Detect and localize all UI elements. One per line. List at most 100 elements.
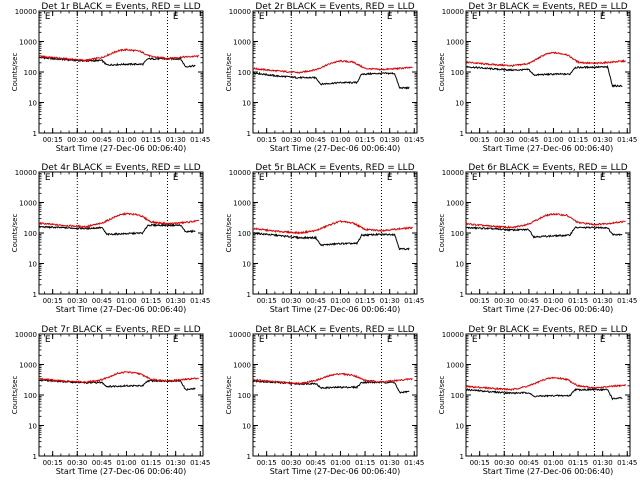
y-tick-label: 1000 bbox=[233, 39, 251, 47]
y-tick-label: 10 bbox=[242, 100, 251, 108]
det-3r-events-series bbox=[465, 64, 623, 88]
panel-title: Det 2r BLACK = Events, RED = LLD bbox=[255, 2, 414, 12]
x-tick-label: 01:30 bbox=[380, 459, 400, 467]
y-tick-label: 1000 bbox=[19, 200, 37, 208]
det-7r-panel: Det 7r BLACK = Events, RED = LLD 1 10 100 10… bbox=[11, 325, 210, 476]
x-axis-label: Start Time (27-Dec-06 00:06:40) bbox=[483, 467, 614, 476]
y-tick-label: 10000 bbox=[15, 8, 37, 16]
x-tick-label: 00:15 bbox=[43, 297, 63, 305]
x-tick-label: 00:30 bbox=[67, 459, 87, 467]
y-tick-label: 1 bbox=[460, 130, 464, 138]
x-tick-label: 01:30 bbox=[166, 136, 186, 144]
panel-title: Det 9r BLACK = Events, RED = LLD bbox=[468, 325, 627, 335]
plot-frame bbox=[38, 10, 204, 134]
x-tick-label: 01:45 bbox=[404, 297, 424, 305]
y-tick-label: 1 bbox=[460, 453, 464, 461]
y-tick-label: 100 bbox=[451, 392, 464, 400]
det-8r-panel: Det 8r BLACK = Events, RED = LLD 1 10 100 10… bbox=[225, 325, 424, 476]
det-5r-events-series bbox=[253, 231, 410, 251]
x-tick-label: 01:00 bbox=[543, 136, 563, 144]
y-axis-label: Counts/sec bbox=[225, 214, 233, 253]
x-tick-label: 01:15 bbox=[568, 459, 588, 467]
x-tick-label: 00:30 bbox=[494, 136, 514, 144]
x-tick-label: 00:45 bbox=[306, 459, 326, 467]
x-tick-label: 00:15 bbox=[43, 459, 63, 467]
x-tick-label: 01:15 bbox=[355, 297, 375, 305]
det-3r-lld-series bbox=[465, 51, 626, 68]
x-tick-label: 00:45 bbox=[519, 136, 539, 144]
y-tick-label: 100 bbox=[24, 69, 37, 77]
x-tick-label: 00:45 bbox=[92, 297, 112, 305]
x-axis-label: Start Time (27-Dec-06 00:06:40) bbox=[56, 467, 187, 476]
annotation-label: E bbox=[472, 12, 478, 22]
det-4r-panel: Det 4r BLACK = Events, RED = LLD 1 10 100 10… bbox=[11, 163, 210, 314]
y-tick-label: 10 bbox=[28, 261, 37, 269]
det-4r-lld-series bbox=[38, 212, 200, 229]
y-axis-label: Counts/sec bbox=[438, 214, 446, 253]
x-tick-label: 01:00 bbox=[330, 297, 350, 305]
x-tick-label: 01:15 bbox=[141, 459, 161, 467]
y-tick-label: 10 bbox=[28, 100, 37, 108]
plot-frame bbox=[465, 10, 631, 134]
x-tick-label: 00:30 bbox=[67, 136, 87, 144]
y-tick-label: 10000 bbox=[442, 8, 464, 16]
panel-title: Det 6r BLACK = Events, RED = LLD bbox=[468, 163, 627, 173]
det-7r-lld-series bbox=[38, 371, 199, 384]
y-tick-label: 10 bbox=[242, 261, 251, 269]
x-tick-label: 00:30 bbox=[281, 459, 301, 467]
y-tick-label: 10 bbox=[242, 423, 251, 431]
x-tick-label: 01:15 bbox=[141, 297, 161, 305]
x-tick-label: 00:30 bbox=[281, 136, 301, 144]
x-tick-label: 00:15 bbox=[470, 136, 490, 144]
x-tick-label: 01:30 bbox=[380, 297, 400, 305]
annotation-label: E bbox=[387, 12, 393, 22]
det-5r-panel: Det 5r BLACK = Events, RED = LLD 1 10 100 10… bbox=[225, 163, 424, 314]
x-tick-label: 00:15 bbox=[257, 136, 277, 144]
y-tick-label: 10000 bbox=[442, 331, 464, 339]
y-tick-label: 10 bbox=[455, 100, 464, 108]
det-6r-panel: Det 6r BLACK = Events, RED = LLD 1 10 100 10… bbox=[438, 163, 637, 314]
plot-frame bbox=[38, 171, 204, 295]
x-tick-label: 00:30 bbox=[67, 297, 87, 305]
det-5r-lld-series bbox=[252, 220, 413, 235]
x-tick-label: 01:15 bbox=[355, 136, 375, 144]
x-tick-label: 01:15 bbox=[568, 297, 588, 305]
y-axis-label: Counts/sec bbox=[438, 376, 446, 415]
x-tick-label: 01:00 bbox=[543, 297, 563, 305]
x-tick-label: 01:30 bbox=[593, 297, 613, 305]
det-4r-events-series bbox=[38, 223, 196, 236]
x-tick-label: 01:45 bbox=[617, 459, 637, 467]
y-axis-label: Counts/sec bbox=[11, 376, 19, 415]
panel-title: Det 8r BLACK = Events, RED = LLD bbox=[255, 325, 414, 335]
annotation-label: E bbox=[600, 173, 606, 183]
annotation-label: E bbox=[472, 335, 478, 345]
y-tick-label: 10000 bbox=[229, 8, 251, 16]
annotation-label: E bbox=[45, 173, 51, 183]
annotation-label: E bbox=[600, 335, 606, 345]
det-6r-events-series bbox=[465, 226, 623, 239]
y-tick-label: 10000 bbox=[229, 331, 251, 339]
annotation-label: E bbox=[472, 173, 478, 183]
y-tick-label: 1 bbox=[33, 130, 37, 138]
x-tick-label: 00:45 bbox=[92, 459, 112, 467]
annotation-label: E bbox=[173, 12, 179, 22]
det-8r-lld-series bbox=[252, 372, 413, 385]
x-axis-label: Start Time (27-Dec-06 00:06:40) bbox=[483, 305, 614, 314]
det-2r-lld-series bbox=[252, 59, 413, 74]
x-tick-label: 00:15 bbox=[257, 297, 277, 305]
x-tick-label: 01:00 bbox=[116, 459, 136, 467]
annotation-label: E bbox=[45, 335, 51, 345]
x-tick-label: 00:15 bbox=[470, 297, 490, 305]
x-tick-label: 01:00 bbox=[330, 459, 350, 467]
y-tick-label: 100 bbox=[451, 69, 464, 77]
x-axis-label: Start Time (27-Dec-06 00:06:40) bbox=[56, 144, 187, 153]
y-axis-label: Counts/sec bbox=[225, 376, 233, 415]
y-tick-label: 100 bbox=[24, 392, 37, 400]
x-tick-label: 01:45 bbox=[190, 297, 210, 305]
y-tick-label: 1000 bbox=[19, 39, 37, 47]
x-tick-label: 01:00 bbox=[116, 136, 136, 144]
y-tick-label: 100 bbox=[451, 230, 464, 238]
det-1r-lld-series bbox=[38, 48, 200, 62]
y-tick-label: 1000 bbox=[446, 39, 464, 47]
x-tick-label: 01:00 bbox=[116, 297, 136, 305]
